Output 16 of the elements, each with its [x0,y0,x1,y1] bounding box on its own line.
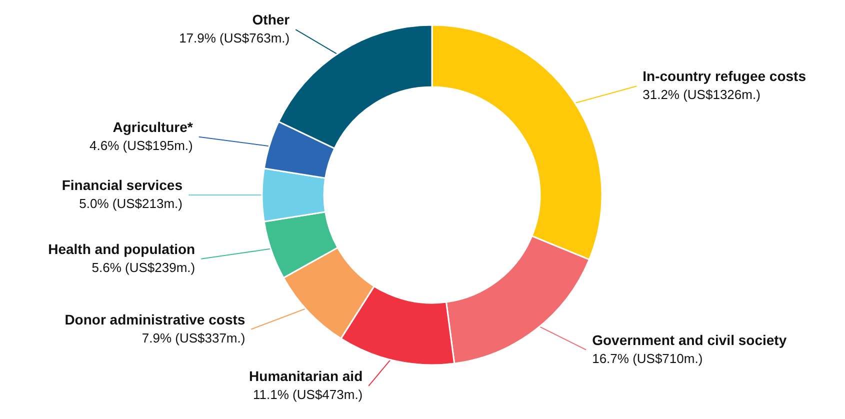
slice-label: Health and population [48,240,196,257]
slice-label: Financial services [62,177,183,193]
slice-label: Government and civil society [592,332,787,348]
slice-label: Agriculture* [112,118,194,135]
data-label: 11.1% (US$473m.) [253,386,363,402]
slice-label: Other [252,12,290,28]
data-label: 16.7% (US$710m.) [592,350,703,366]
data-label: 17.9% (US$763m.) [179,30,290,46]
data-label: 5.0% (US$213m.) [79,196,182,211]
slice-label: In-country refugee costs [642,68,806,84]
data-label: 31.2% (US$1326m.) [642,87,760,102]
data-label: 4.6% (US$195m.) [90,138,193,153]
data-label: 7.9% (US$337m.) [142,330,246,346]
slice-label: Humanitarian aid [249,368,363,384]
slice-label: Donor administrative costs [64,311,246,328]
data-label: 5.6% (US$239m.) [92,260,196,275]
